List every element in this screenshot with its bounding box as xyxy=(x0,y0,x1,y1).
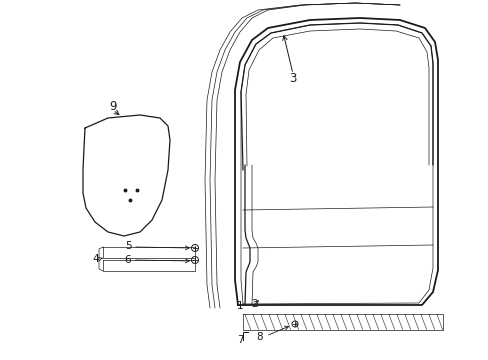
Text: 8: 8 xyxy=(256,332,263,342)
Text: 9: 9 xyxy=(109,99,117,112)
Text: 1: 1 xyxy=(236,301,243,311)
Text: 4: 4 xyxy=(93,254,99,264)
Text: 3: 3 xyxy=(289,72,296,85)
Text: 5: 5 xyxy=(124,241,131,251)
Text: 6: 6 xyxy=(124,255,131,265)
Text: 2: 2 xyxy=(251,299,258,309)
Text: 7: 7 xyxy=(236,335,243,345)
